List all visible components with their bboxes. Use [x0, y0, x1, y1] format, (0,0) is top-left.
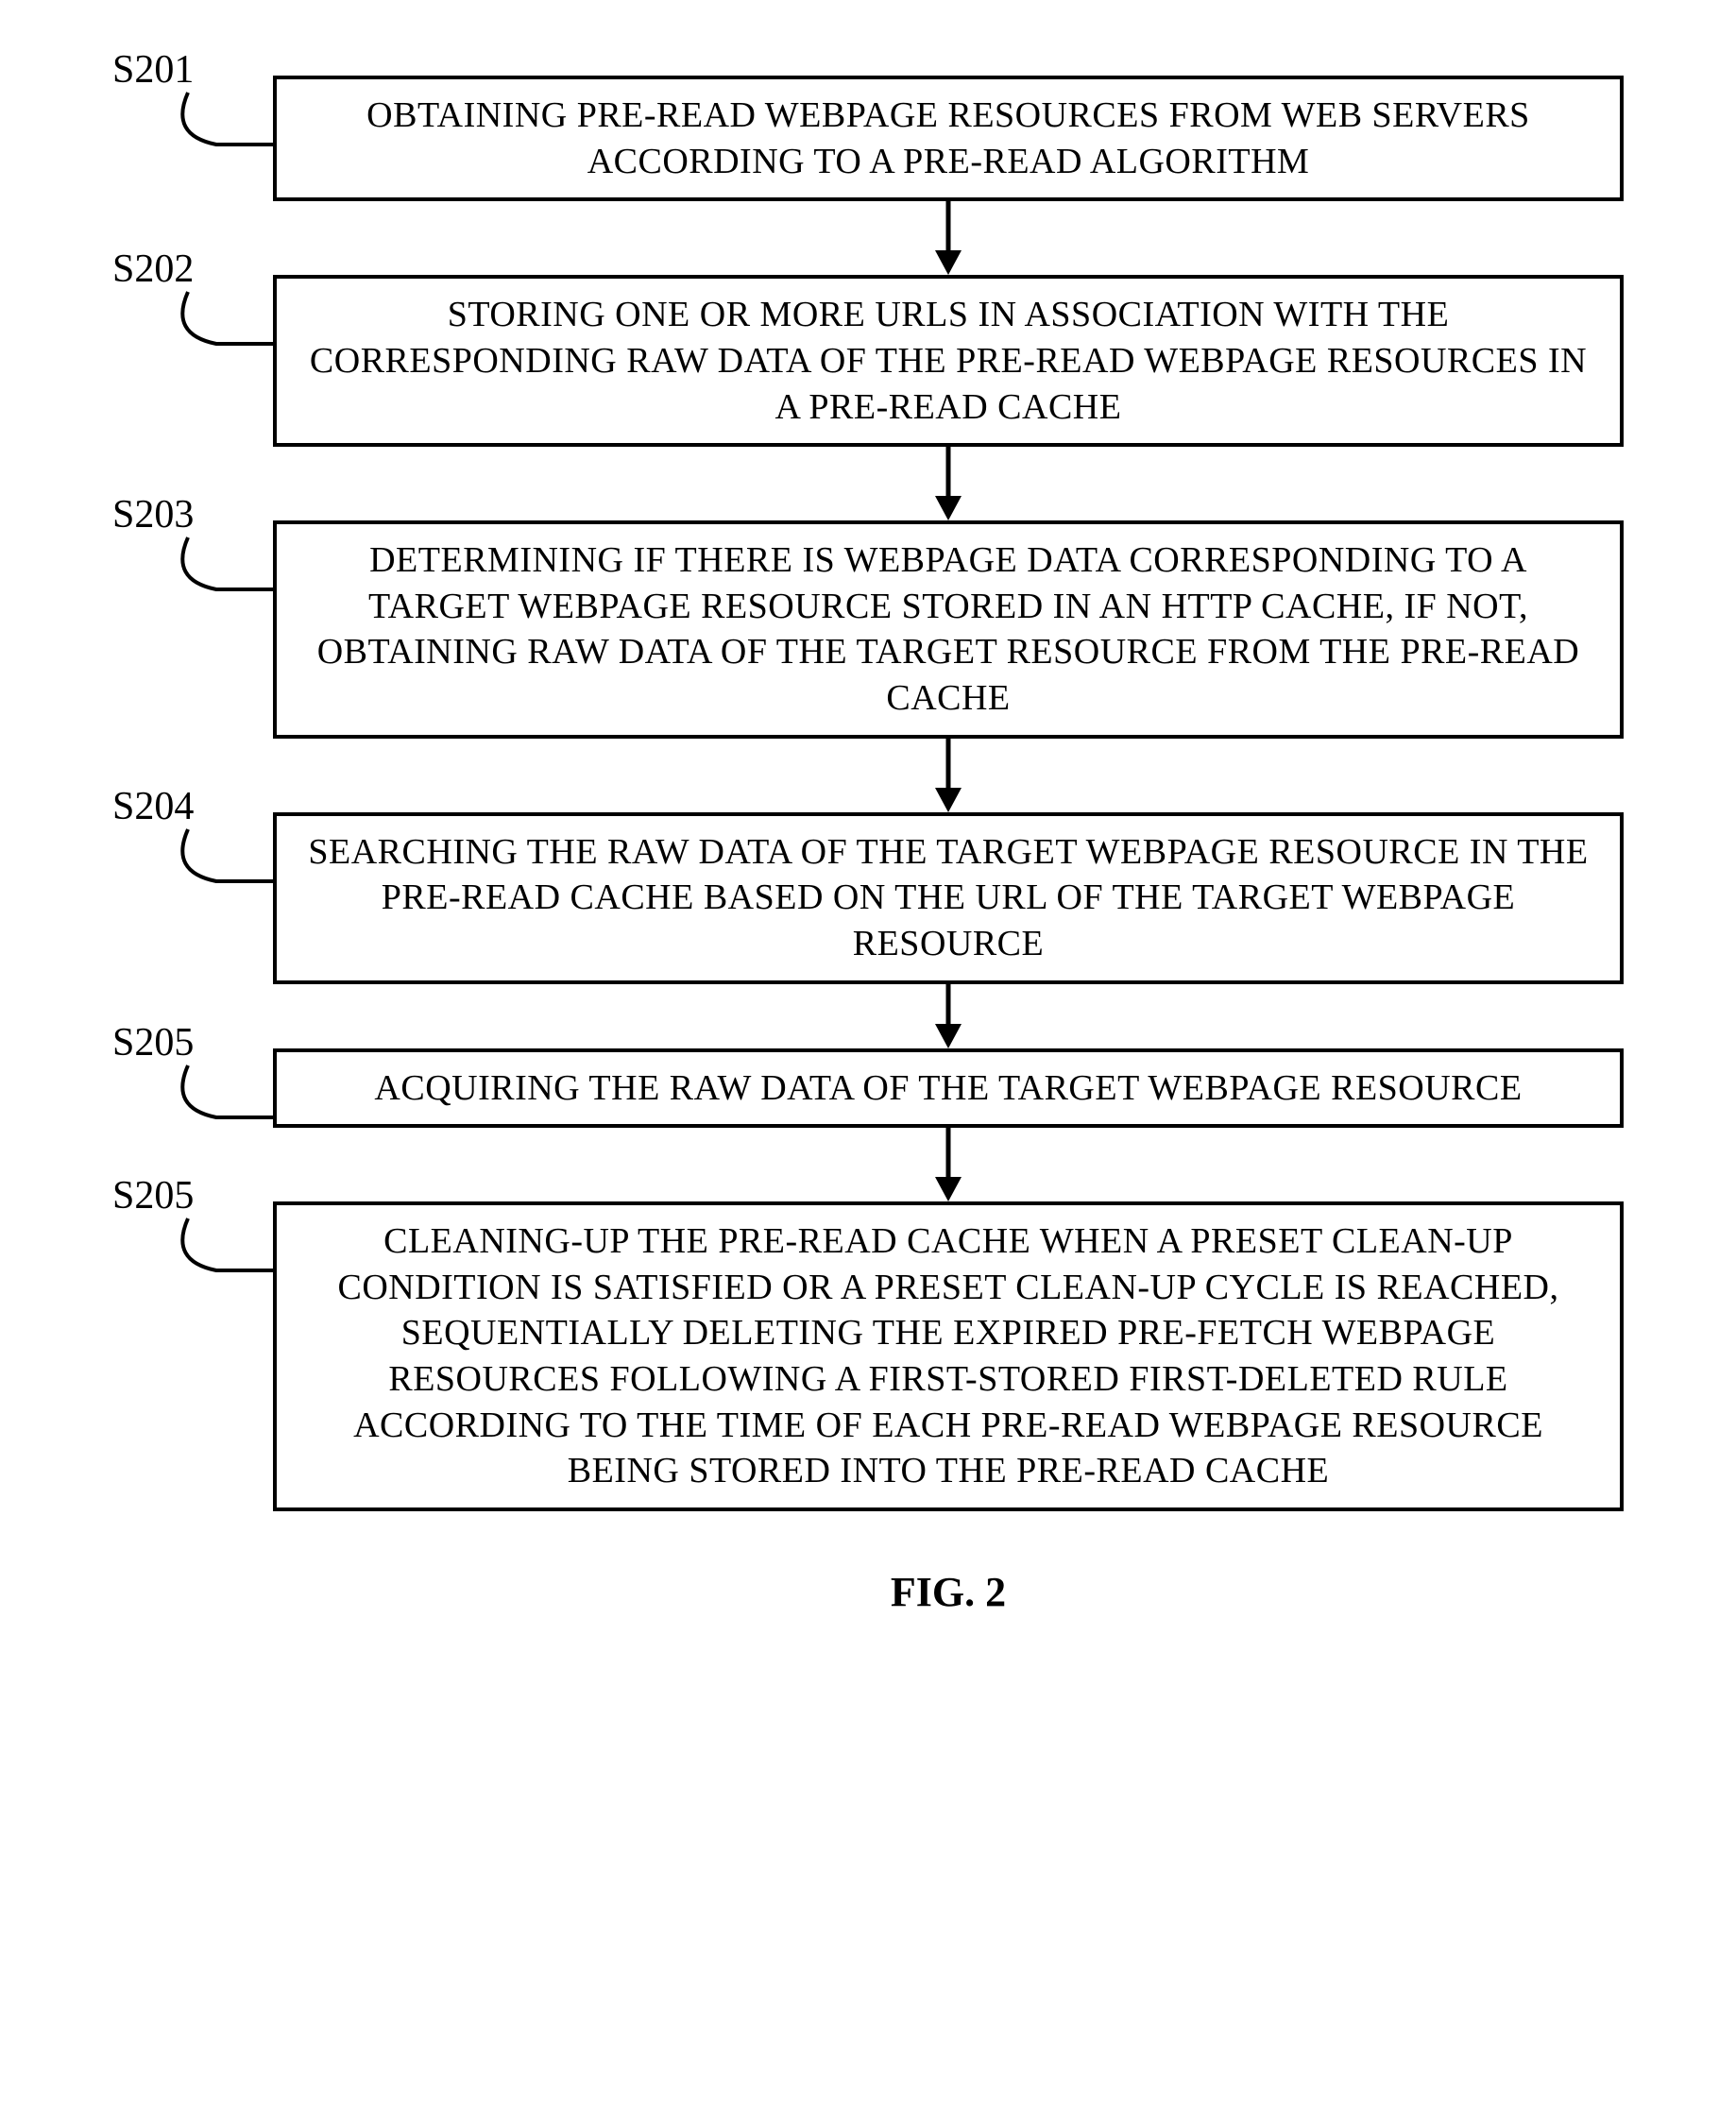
- step-box: SEARCHING THE RAW DATA OF THE TARGET WEB…: [273, 812, 1624, 984]
- step-box: DETERMINING IF THERE IS WEBPAGE DATA COR…: [273, 520, 1624, 739]
- arrow-down-icon: [929, 201, 967, 275]
- figure-caption: FIG. 2: [112, 1568, 1624, 1616]
- arrow-down-icon: [929, 1128, 967, 1201]
- arrow-down-icon: [929, 739, 967, 812]
- step-id-label: S205: [112, 1173, 194, 1218]
- step-box: STORING ONE OR MORE URLS IN ASSOCIATION …: [273, 275, 1624, 447]
- arrow-down-icon: [929, 984, 967, 1048]
- flowchart-step: S204 SEARCHING THE RAW DATA OF THE TARGE…: [112, 812, 1624, 984]
- step-id-label: S205: [112, 1020, 194, 1065]
- step-id-label: S201: [112, 47, 194, 93]
- arrow-down-icon: [929, 447, 967, 520]
- flowchart-diagram: S201 OBTAINING PRE-READ WEBPAGE RESOURCE…: [112, 76, 1624, 1616]
- step-box: OBTAINING PRE-READ WEBPAGE RESOURCES FRO…: [273, 76, 1624, 201]
- label-connector-icon: [169, 829, 273, 895]
- step-box: ACQUIRING THE RAW DATA OF THE TARGET WEB…: [273, 1048, 1624, 1129]
- label-connector-icon: [169, 1065, 273, 1132]
- flowchart-step: S202 STORING ONE OR MORE URLS IN ASSOCIA…: [112, 275, 1624, 447]
- step-box: CLEANING-UP THE PRE-READ CACHE WHEN A PR…: [273, 1201, 1624, 1511]
- step-id-label: S202: [112, 247, 194, 292]
- flowchart-step: S201 OBTAINING PRE-READ WEBPAGE RESOURCE…: [112, 76, 1624, 201]
- flow-arrow: [112, 201, 1624, 275]
- flow-arrow: [112, 739, 1624, 812]
- label-connector-icon: [169, 93, 273, 159]
- flowchart-step: S205 CLEANING-UP THE PRE-READ CACHE WHEN…: [112, 1201, 1624, 1511]
- label-connector-icon: [169, 1218, 273, 1285]
- label-connector-icon: [169, 537, 273, 604]
- flowchart-step: S205 ACQUIRING THE RAW DATA OF THE TARGE…: [112, 1048, 1624, 1129]
- flow-arrow: [112, 1128, 1624, 1201]
- flowchart-step: S203 DETERMINING IF THERE IS WEBPAGE DAT…: [112, 520, 1624, 739]
- step-id-label: S203: [112, 492, 194, 537]
- flow-arrow: [112, 984, 1624, 1048]
- label-connector-icon: [169, 292, 273, 358]
- flow-arrow: [112, 447, 1624, 520]
- step-id-label: S204: [112, 784, 194, 829]
